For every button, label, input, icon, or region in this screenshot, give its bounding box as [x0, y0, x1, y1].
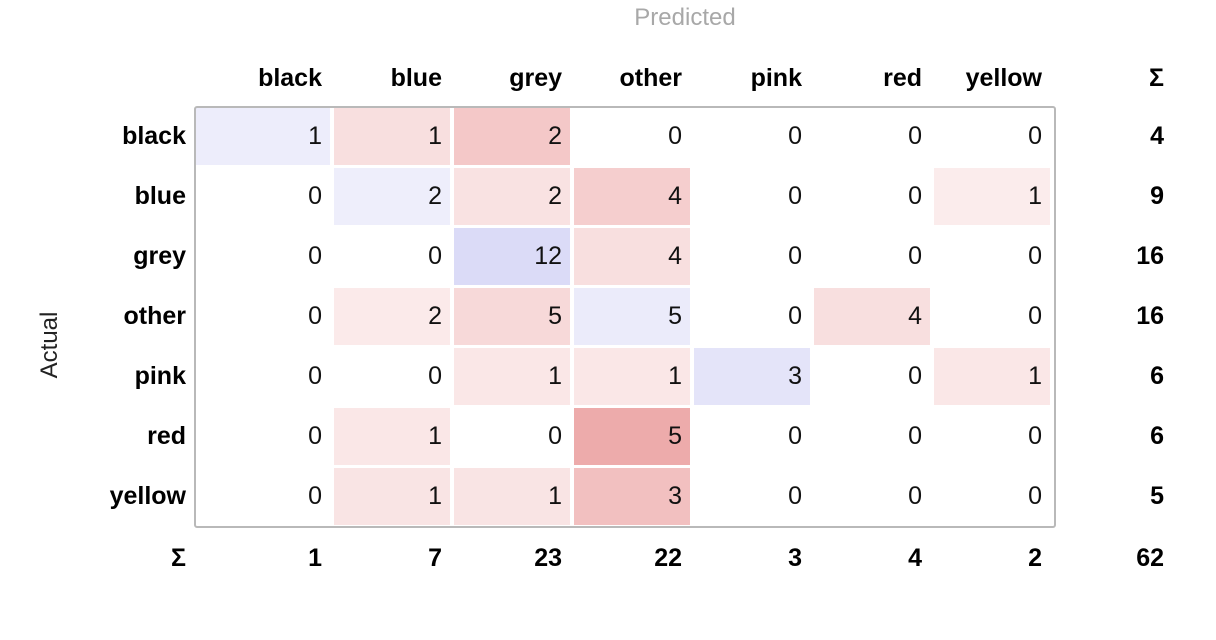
row-total: 16 [1136, 302, 1164, 330]
column-total: 22 [654, 543, 682, 572]
column-total: 23 [534, 543, 562, 572]
matrix-cell: 0 [308, 242, 322, 270]
matrix-cell: 1 [454, 468, 570, 525]
matrix-cell: 3 [694, 348, 810, 405]
row-total: 4 [1150, 122, 1164, 150]
actual-axis-label: Actual [36, 311, 63, 379]
column-header-other: other [619, 63, 683, 92]
matrix-cell: 0 [908, 242, 922, 270]
row-header-grey: grey [133, 242, 186, 270]
matrix-cell: 4 [814, 288, 930, 345]
matrix-cell: 0 [308, 422, 322, 450]
matrix-cell: 0 [788, 242, 802, 270]
row-header-pink: pink [134, 362, 186, 390]
row-header-red: red [147, 422, 186, 450]
matrix-cell: 1 [334, 108, 450, 165]
matrix-cell: 0 [908, 422, 922, 450]
matrix-cell: 3 [574, 468, 690, 525]
column-header-blue: blue [390, 63, 442, 92]
matrix-cell: 0 [788, 482, 802, 510]
matrix-cell: 12 [454, 228, 570, 285]
row-total: 6 [1150, 362, 1164, 390]
matrix-cell: 0 [668, 122, 682, 150]
matrix-cell: 5 [574, 408, 690, 465]
matrix-cell: 0 [788, 182, 802, 210]
matrix-cell: 2 [454, 168, 570, 225]
matrix-cell: 2 [454, 108, 570, 165]
column-header-yellow: yellow [965, 63, 1042, 92]
column-header-pink: pink [750, 63, 802, 92]
matrix-cell: 1 [196, 108, 330, 165]
matrix-cell: 0 [788, 302, 802, 330]
matrix-cell: 0 [308, 302, 322, 330]
matrix-cell: 4 [574, 168, 690, 225]
column-total: 2 [1028, 543, 1042, 572]
matrix-cell: 1 [454, 348, 570, 405]
matrix-cell: 0 [548, 422, 562, 450]
matrix-cell: 0 [428, 362, 442, 390]
matrix-cell: 5 [454, 288, 570, 345]
column-total: 1 [308, 543, 322, 572]
matrix-cell: 0 [788, 422, 802, 450]
row-header-blue: blue [134, 182, 186, 210]
matrix-cell: 2 [334, 168, 450, 225]
matrix-cell: 0 [308, 482, 322, 510]
matrix-cell: 4 [574, 228, 690, 285]
row-header-yellow: yellow [109, 482, 186, 510]
column-total: 4 [908, 543, 922, 572]
matrix-cell: 0 [908, 182, 922, 210]
matrix-cell: 0 [308, 362, 322, 390]
matrix-cell: 1 [934, 168, 1050, 225]
grand-total: 62 [1136, 543, 1164, 572]
row-total: 16 [1136, 242, 1164, 270]
predicted-axis-label: Predicted [634, 4, 736, 31]
row-header-other: other [123, 302, 187, 330]
matrix-cell: 1 [334, 468, 450, 525]
matrix-cell: 1 [934, 348, 1050, 405]
row-total: 6 [1150, 422, 1164, 450]
matrix-cell: 2 [334, 288, 450, 345]
matrix-cell: 0 [1028, 422, 1042, 450]
matrix-cell: 0 [1028, 242, 1042, 270]
matrix-cell: 0 [908, 122, 922, 150]
matrix-cell: 1 [574, 348, 690, 405]
row-total: 9 [1150, 182, 1164, 210]
matrix-cell: 0 [908, 362, 922, 390]
matrix-cell: 0 [1028, 482, 1042, 510]
matrix-cell: 0 [1028, 122, 1042, 150]
matrix-cell: 0 [788, 122, 802, 150]
matrix-cell: 0 [428, 242, 442, 270]
column-header-sum: Σ [1148, 63, 1164, 92]
column-header-grey: grey [509, 63, 562, 92]
column-total: 7 [428, 543, 442, 572]
row-total: 5 [1150, 482, 1164, 510]
matrix-cell: 0 [908, 482, 922, 510]
column-total: 3 [788, 543, 802, 572]
matrix-cell: 0 [308, 182, 322, 210]
column-header-red: red [883, 63, 922, 92]
row-header-black: black [122, 122, 186, 150]
column-header-black: black [258, 63, 322, 92]
matrix-cell: 1 [334, 408, 450, 465]
matrix-cell: 0 [1028, 302, 1042, 330]
row-header-sum: Σ [170, 543, 186, 572]
matrix-cell: 5 [574, 288, 690, 345]
